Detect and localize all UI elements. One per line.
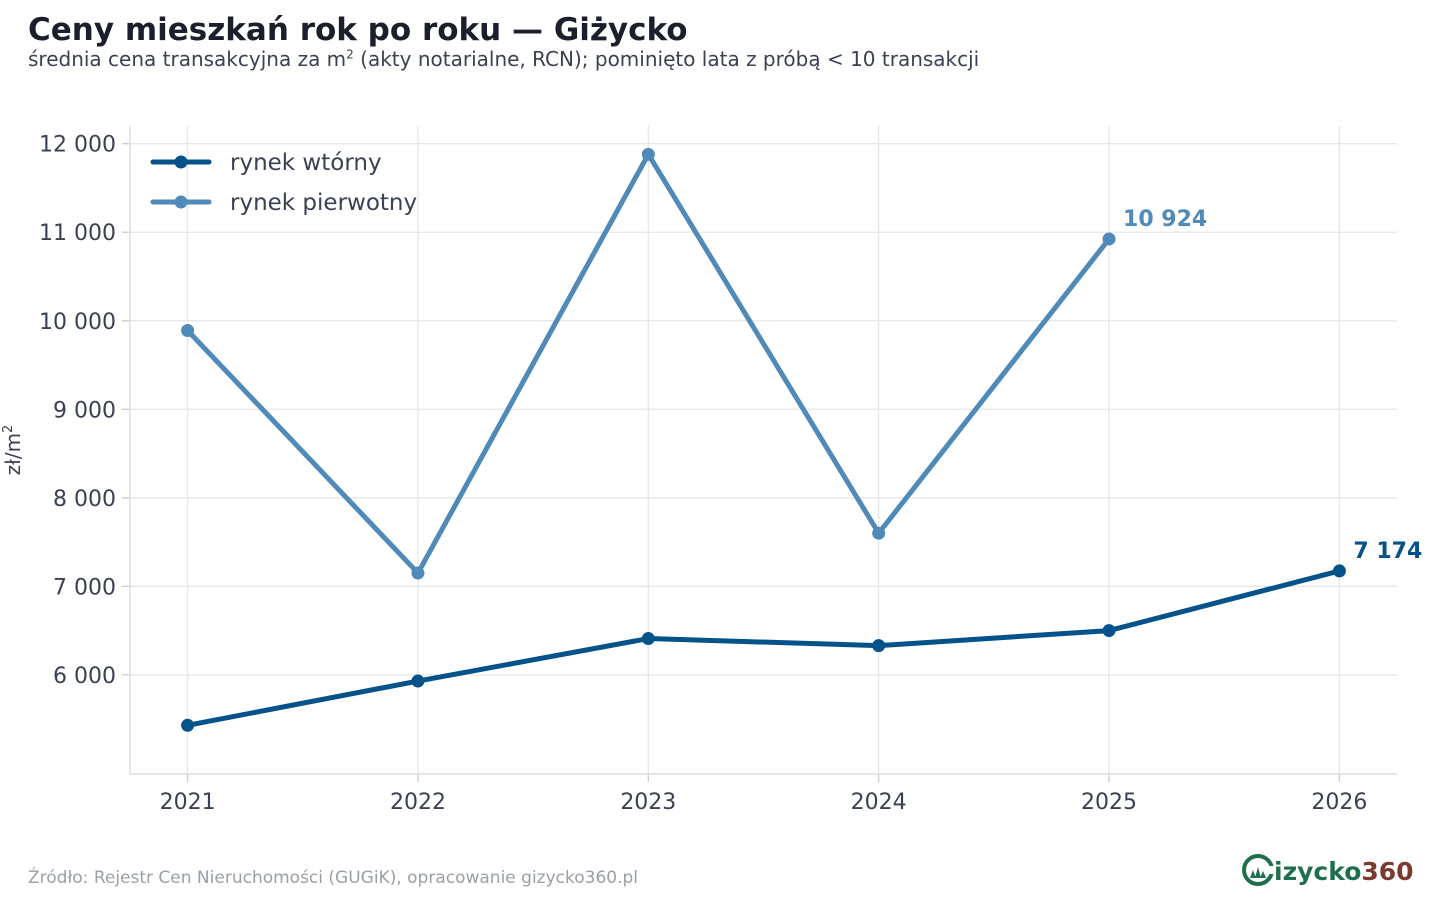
logo-wordmark: izycko360 xyxy=(1274,857,1414,886)
y-tick-label: 12 000 xyxy=(39,133,116,158)
source-note: Źródło: Rejestr Cen Nieruchomości (GUGiK… xyxy=(28,868,639,888)
x-tick-label: 2024 xyxy=(851,790,907,815)
data-labels: 10 924 7 174 xyxy=(1123,207,1422,564)
x-tick-label: 2022 xyxy=(390,790,446,815)
data-point-wtorny xyxy=(872,639,886,653)
chart-subtitle: średnia cena transakcyjna za m2 (akty no… xyxy=(28,47,980,71)
legend: rynek wtórny rynek pierwotny xyxy=(150,150,417,216)
x-tick-label: 2023 xyxy=(620,790,676,815)
data-point-wtorny xyxy=(411,674,425,688)
data-point-wtorny xyxy=(641,632,655,646)
data-point-pierwotny xyxy=(181,323,195,337)
data-point-pierwotny xyxy=(411,566,425,580)
axes: 6 000 7 000 8 000 9 000 10 000 11 000 12 000 20… xyxy=(1,126,1397,815)
legend-marker xyxy=(174,155,188,169)
y-tick-label: 10 000 xyxy=(39,310,116,335)
y-tick-label: 7 000 xyxy=(53,575,116,600)
data-point-wtorny xyxy=(1102,624,1116,638)
legend-marker xyxy=(174,195,188,209)
data-point-wtorny xyxy=(181,718,195,732)
gizycko360-logo: izycko360 xyxy=(1242,854,1414,886)
data-point-pierwotny xyxy=(872,526,886,540)
x-tick-label: 2021 xyxy=(160,790,216,815)
legend-label: rynek pierwotny xyxy=(230,190,417,216)
y-tick-label: 6 000 xyxy=(53,664,116,689)
logo-trees-icon xyxy=(1250,867,1266,878)
y-tick-label: 9 000 xyxy=(53,398,116,423)
y-tick-label: 8 000 xyxy=(53,487,116,512)
x-tick-label: 2026 xyxy=(1311,790,1367,815)
y-tick-label: 11 000 xyxy=(39,221,116,246)
end-value-label: 7 174 xyxy=(1353,539,1422,564)
data-point-wtorny xyxy=(1332,564,1346,578)
series-lines xyxy=(181,147,1346,732)
legend-label: rynek wtórny xyxy=(230,150,382,176)
chart-title: Ceny mieszkań rok po roku — Giżycko xyxy=(28,12,688,48)
series-line-wtorny xyxy=(185,568,1342,728)
grid xyxy=(130,126,1397,774)
data-point-pierwotny xyxy=(641,147,655,161)
x-tick-label: 2025 xyxy=(1081,790,1137,815)
logo-g-gap xyxy=(1260,866,1274,874)
end-value-label: 10 924 xyxy=(1123,207,1207,232)
y-axis-label: zł/m2 xyxy=(1,425,25,476)
data-point-pierwotny xyxy=(1102,232,1116,246)
